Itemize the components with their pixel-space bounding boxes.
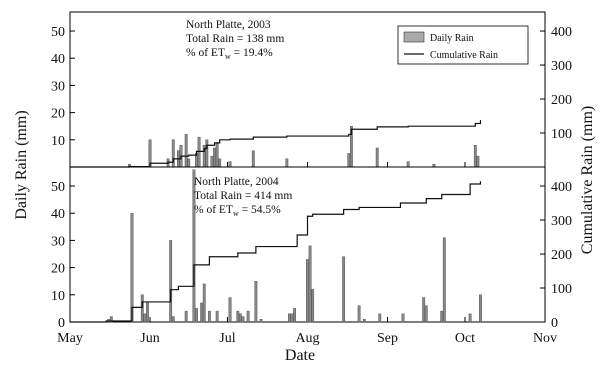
daily-rain-bar (109, 316, 113, 323)
daily-rain-bar (205, 139, 209, 168)
y-right-tick-label: 200 (551, 93, 572, 108)
legend-swatch-daily (403, 31, 425, 43)
y-right-axis-title: Cumulative Rain (mm) (579, 106, 596, 254)
daily-rain-bar (228, 297, 232, 323)
annotation-site: North Platte, 2003 (186, 19, 271, 31)
daily-rain-bar (288, 313, 291, 323)
daily-rain-bar (143, 313, 147, 323)
daily-rain-bar (187, 158, 191, 168)
y-left-tick-label: 20 (51, 262, 65, 277)
daily-rain-bar (215, 310, 219, 323)
daily-rain-bar (202, 283, 206, 323)
daily-rain-bar (290, 313, 294, 323)
daily-rain-bar (378, 313, 382, 323)
daily-rain-bar (246, 310, 250, 323)
annotation-total: Total Rain = 138 mm (186, 33, 284, 45)
daily-rain-bar (285, 158, 289, 168)
x-tick-label: Jun (140, 331, 159, 346)
y-right-tick-label: 300 (551, 59, 572, 74)
y-left-tick-label: 50 (51, 25, 65, 40)
daily-rain-bar (401, 313, 405, 323)
y-left-axis-title: Daily Rain (mm) (13, 110, 30, 219)
daily-rain-bar (184, 310, 188, 323)
daily-rain-bar (251, 150, 255, 168)
y-left-tick-label: 20 (51, 107, 65, 122)
daily-rain-bar (375, 147, 379, 168)
x-tick-label: Aug (295, 331, 319, 346)
x-tick-label: Oct (455, 331, 475, 346)
y-left-tick-label: 30 (51, 234, 65, 249)
x-axis-title: Date (285, 347, 315, 364)
panel-top: 10 20 30 40 50 100 200 300 400 North Platte, 2003… (51, 11, 572, 168)
daily-rain-bar (473, 145, 477, 168)
daily-rain-bar (293, 308, 296, 323)
daily-rain-bar (424, 305, 428, 323)
daily-rain-bar (259, 319, 263, 323)
daily-rain-bar (442, 237, 446, 323)
daily-rain-bar (208, 310, 211, 323)
daily-rain-bar (476, 155, 480, 168)
x-tick-label: Jul (219, 331, 235, 346)
daily-rain-bar (406, 161, 410, 168)
annotation-et-percent: % of ETw = 19.4% (186, 47, 273, 61)
daily-rain-bar (195, 308, 198, 323)
y-left-tick-label: 40 (51, 52, 65, 67)
cumulative-rain-line (70, 181, 482, 323)
y-right-tick-label: 400 (551, 180, 572, 195)
daily-rain-bar (228, 161, 232, 168)
y-right-tick-label: 100 (551, 282, 572, 297)
legend-label-cumulative: Cumulative Rain (430, 50, 498, 61)
daily-rain-bar (254, 281, 258, 323)
y-right-tick-label: 400 (551, 25, 572, 40)
y-left-tick-label: 10 (51, 289, 65, 304)
y-right-tick-label: 0 (551, 316, 558, 331)
daily-rain-bar (236, 310, 240, 323)
daily-rain-bar (308, 245, 312, 323)
annotation-et-percent: % of ETw = 54.5% (194, 204, 281, 218)
daily-rain-bar (468, 313, 472, 323)
daily-rain-bar (192, 169, 196, 323)
daily-rain-bar (357, 305, 361, 323)
daily-rain-bar (306, 259, 309, 323)
daily-rain-bar (218, 158, 222, 168)
daily-rain-bar (197, 136, 201, 168)
y-left-tick-label: 10 (51, 134, 65, 149)
cumulative-rain-line (70, 120, 482, 168)
daily-rain-bar (213, 147, 216, 168)
annotation-total: Total Rain = 414 mm (194, 190, 292, 202)
daily-rain-bar (130, 213, 134, 323)
daily-rain-bar (422, 297, 426, 323)
y-left-tick-label: 0 (58, 316, 65, 331)
daily-rain-bar (146, 302, 149, 323)
daily-rain-bar (140, 294, 144, 323)
y-right-tick-label: 200 (551, 248, 572, 263)
legend-label-daily: Daily Rain (430, 33, 474, 44)
x-tick-label: May (57, 331, 83, 346)
daily-rain-bar (215, 142, 219, 168)
y-left-tick-label: 50 (51, 180, 65, 195)
daily-rain-bar (210, 155, 214, 168)
daily-rain-bar (347, 153, 351, 168)
daily-rain-bar (241, 316, 245, 323)
x-tick-label: Sep (377, 331, 398, 346)
y-right-tick-label: 100 (551, 127, 572, 142)
y-left-tick-label: 40 (51, 207, 65, 222)
y-right-tick-label: 300 (551, 214, 572, 229)
y-left-tick-label: 30 (51, 79, 65, 94)
daily-rain-bar (479, 294, 482, 323)
daily-rain-bar (342, 256, 346, 323)
daily-rain-bar (169, 240, 173, 323)
daily-rain-bar (171, 139, 175, 168)
daily-rain-bar (362, 319, 366, 323)
annotation-site: North Platte, 2004 (194, 176, 279, 188)
daily-rain-bar (238, 313, 242, 323)
panel-bottom: 0 10 20 30 40 50 0 100 200 300 400 North Platte, 20… (51, 166, 572, 331)
daily-rain-bar (440, 310, 444, 323)
daily-rain-bar (200, 302, 204, 323)
daily-rain-bar (171, 316, 175, 323)
x-tick-label: Nov (533, 331, 557, 346)
daily-rain-bar (311, 289, 315, 323)
daily-rain-bar (184, 134, 188, 168)
